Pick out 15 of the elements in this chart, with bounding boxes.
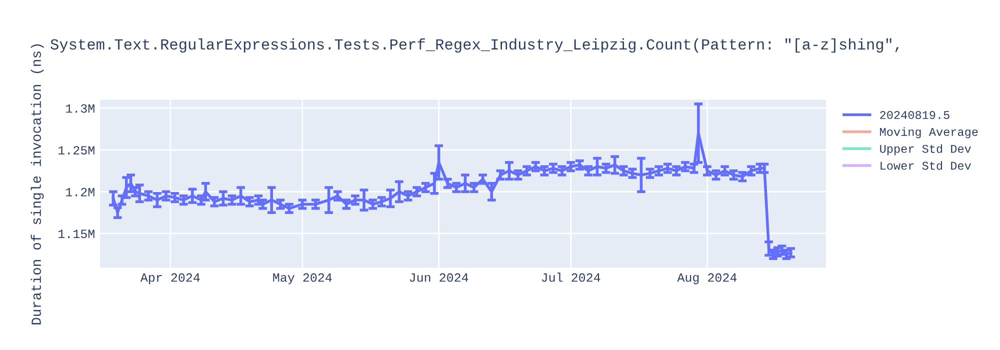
y-tick-label: 1.25M (58, 146, 94, 155)
legend-label: Moving Average (880, 127, 978, 138)
legend-label: 20240819.5 (880, 111, 950, 120)
legend-label: Upper Std Dev (880, 144, 971, 156)
y-tick-label: 1.15M (58, 230, 94, 238)
x-tick-label: Jul 2024 (542, 272, 600, 282)
chart-title: System.Text.RegularExpressions.Tests.Perf_Regex_Industry_Leipzig.Count(Pattern: "[a-z]shing", (50, 38, 899, 53)
x-tick-label: Apr 2024 (140, 273, 200, 284)
x-tick-label: May 2024 (273, 273, 332, 284)
x-tick-label: Jun 2024 (410, 273, 468, 282)
y-tick-label: 1.3M (66, 104, 94, 113)
legend-label: Lower Std Dev (880, 161, 971, 170)
y-axis-title: Duration of single invocation (ns) (30, 44, 44, 324)
y-tick-label: 1.2M (66, 188, 94, 196)
x-tick-label: Aug 2024 (677, 273, 737, 284)
